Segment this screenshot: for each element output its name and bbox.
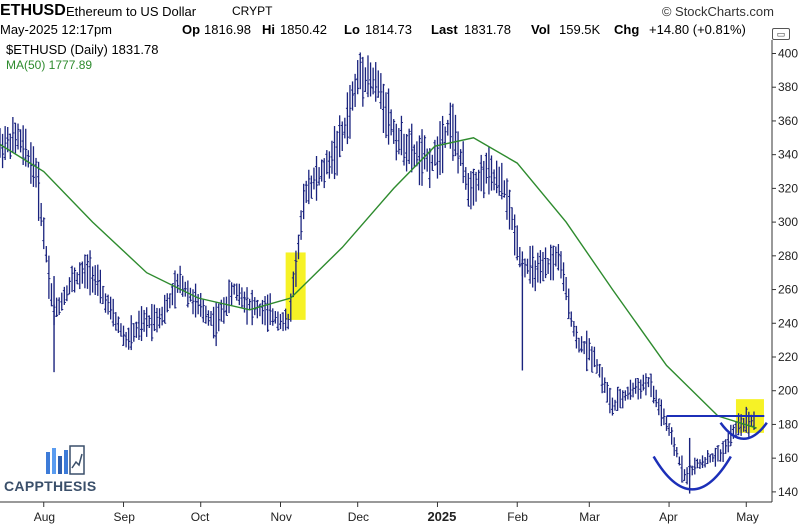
y-tick-label: 320: [778, 181, 798, 195]
x-tick-label: Oct: [191, 510, 210, 524]
x-tick-label: May: [736, 510, 759, 524]
open-value: 1816.98: [204, 22, 251, 37]
y-tick-label: 160: [778, 451, 798, 465]
high-value: 1850.42: [280, 22, 327, 37]
quote-bar: May-2025 12:17pm Op 1816.98 Hi 1850.42 L…: [0, 20, 800, 38]
y-tick-label: 260: [778, 283, 798, 297]
x-tick-label: Mar: [579, 510, 600, 524]
open-label: Op: [182, 22, 201, 37]
y-tick-label: 360: [778, 114, 798, 128]
exchange: CRYPT: [232, 4, 273, 18]
rounded-bottom-arc: [652, 455, 732, 491]
last-label: Last: [431, 22, 458, 37]
x-tick-label: Sep: [114, 510, 136, 524]
vol-label: Vol: [531, 22, 551, 37]
x-tick-label: Aug: [34, 510, 55, 524]
legend-ma: MA(50) 1777.89: [6, 58, 93, 72]
cappthesis-logo-icon: [46, 445, 85, 475]
x-tick-label: Feb: [507, 510, 528, 524]
y-tick-label: 140: [778, 485, 798, 499]
chg-label: Chg: [614, 22, 640, 37]
ma50-line: [0, 137, 757, 429]
high-label: Hi: [262, 22, 275, 37]
instrument-name: Ethereum to US Dollar: [66, 4, 197, 19]
x-tick-label: 2025: [427, 509, 456, 524]
low-label: Lo: [344, 22, 360, 37]
x-tick-label: Dec: [348, 510, 369, 524]
brand[interactable]: © StockCharts.com: [661, 4, 774, 19]
x-tick-label: Nov: [270, 510, 291, 524]
rounded-bottom-arc: [719, 422, 768, 440]
y-tick-label: 280: [778, 249, 798, 263]
y-tick-label: 180: [778, 417, 798, 431]
low-value: 1814.73: [365, 22, 412, 37]
quote-date: May-2025 12:17pm: [0, 22, 113, 37]
vol-value: 159.5K: [559, 22, 601, 37]
legend-price: $ETHUSD (Daily) 1831.78: [6, 42, 159, 57]
y-tick-label: 340: [778, 148, 798, 162]
collapse-icon[interactable]: ▭: [772, 28, 790, 40]
last-value: 1831.78: [464, 22, 511, 37]
y-tick-label: 220: [778, 350, 798, 364]
y-tick-label: 400: [778, 46, 798, 60]
chg-value: +14.80 (+0.81%): [649, 22, 746, 37]
x-tick-label: Apr: [659, 510, 678, 524]
logo-text: CAPPTHESIS: [4, 478, 97, 494]
y-tick-label: 380: [778, 80, 798, 94]
y-tick-label: 300: [778, 215, 798, 229]
chart-header: ETHUSD Ethereum to US Dollar CRYPT © Sto…: [0, 0, 800, 22]
y-tick-label: 200: [778, 384, 798, 398]
y-tick-label: 240: [778, 316, 798, 330]
symbol: ETHUSD: [0, 2, 66, 19]
